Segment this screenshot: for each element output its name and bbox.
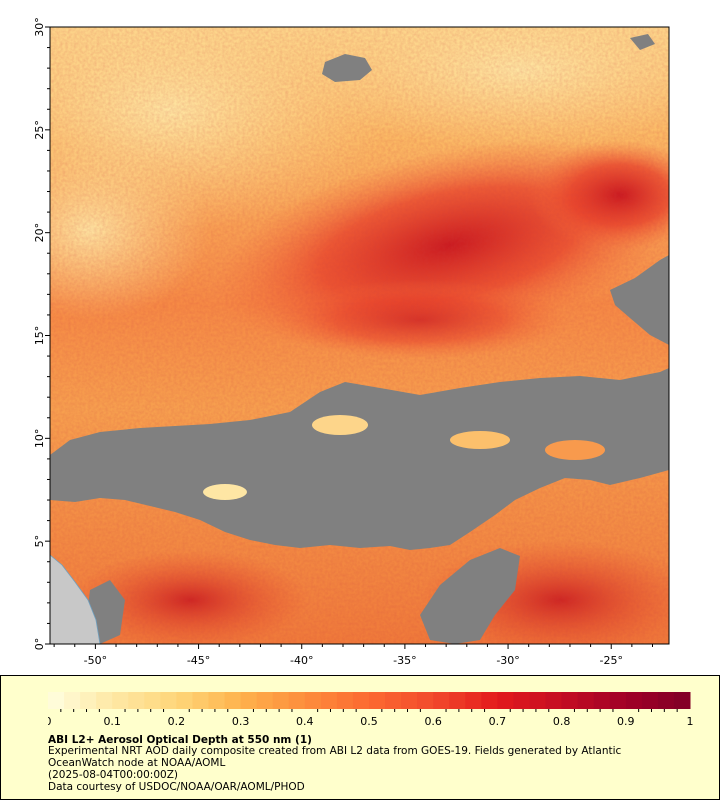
cloud-no-data-band: [50, 368, 669, 550]
colorbar-tick-label: 0.4: [296, 715, 314, 728]
caption-description-cont: OceanWatch node at NOAA/AOML: [48, 757, 226, 769]
colorbar-cell: [336, 692, 354, 709]
colorbar-cell: [80, 692, 97, 709]
colorbar-cell: [288, 692, 306, 709]
map-title: ABI L2+ Aerosol Optical Depth at 550 nm …: [48, 734, 312, 746]
colorbar-tick-label: 0.1: [103, 715, 121, 728]
colorbar-cell: [256, 692, 274, 709]
colorbar-cells: [48, 692, 691, 709]
caption-description: Experimental NRT AOD daily composite cre…: [48, 745, 622, 757]
lat-tick-label: 0°: [33, 638, 46, 651]
aod-colorbar: 0 0.1 0.2 0.3 0.4 0.5 0.6 0.7 0.8 0.9 1: [48, 692, 694, 728]
low-aod-in-cloud-3: [203, 484, 247, 500]
low-aod-in-cloud-2: [450, 431, 510, 449]
colorbar-cell: [529, 692, 547, 709]
colorbar-cell: [513, 692, 530, 709]
colorbar-cell: [224, 692, 242, 709]
colorbar-cell: [192, 692, 209, 709]
coastline: [50, 554, 101, 644]
colorbar-tick-label: 0: [48, 715, 52, 728]
colorbar-tick-label: 0.7: [489, 715, 507, 728]
colorbar-tick-label: 1: [687, 715, 694, 728]
lat-tick-label: 15°: [33, 326, 46, 346]
colorbar-tick-label: 0.8: [553, 715, 571, 728]
lon-tick-label: -50°: [84, 654, 107, 667]
caption-credit: Data courtesy of USDOC/NOAA/OAR/AOML/PHO…: [48, 781, 305, 793]
colorbar-cell: [369, 692, 386, 709]
colorbar-tick-label: 0.2: [168, 715, 186, 728]
caption-date: (2025-08-04T00:00:00Z): [48, 769, 178, 781]
lat-tick-label: 20°: [33, 223, 46, 243]
colorbar-cell: [657, 692, 675, 709]
low-aod-in-cloud-4: [545, 440, 605, 460]
latitude-axis: 0° 5° 10° 15° 20° 25° 30°: [33, 17, 50, 650]
colorbar-cell: [433, 692, 450, 709]
colorbar-cell: [561, 692, 579, 709]
cloud-patch-east: [610, 255, 669, 345]
colorbar-cell: [625, 692, 643, 709]
colorbar-cell: [417, 692, 434, 709]
lat-tick-label: 10°: [33, 429, 46, 449]
colorbar-cell: [320, 692, 338, 709]
colorbar-cell: [160, 692, 177, 709]
colorbar-tick-label: 0.6: [424, 715, 442, 728]
colorbar-cell: [48, 692, 65, 709]
colorbar-tick-label: 0.3: [232, 715, 250, 728]
colorbar-cell: [497, 692, 514, 709]
colorbar-tick-label: 0.9: [617, 715, 635, 728]
aod-map: -50° -45° -40° -35° -30° -25° 0° 5° 10° 15° 20° 25…: [33, 17, 670, 667]
cloud-patch-north: [322, 54, 372, 82]
colorbar-cell: [96, 692, 113, 709]
map-plot: [50, 27, 669, 644]
colorbar-cell: [673, 692, 691, 709]
colorbar-cell: [641, 692, 659, 709]
colorbar-cell: [577, 692, 595, 709]
colorbar-cell: [112, 692, 129, 709]
colorbar-ticks: 0 0.1 0.2 0.3 0.4 0.5 0.6 0.7 0.8 0.9 1: [48, 709, 694, 728]
colorbar-cell: [272, 692, 290, 709]
lon-tick-label: -30°: [496, 654, 519, 667]
land-south-america: [50, 555, 100, 644]
colorbar-cell: [208, 692, 226, 709]
colorbar-cell: [128, 692, 145, 709]
colorbar-cell: [465, 692, 482, 709]
colorbar-cell: [176, 692, 193, 709]
lat-tick-label: 25°: [33, 120, 46, 140]
colorbar-cell: [144, 692, 161, 709]
colorbar-cell: [593, 692, 611, 709]
lon-tick-label: -35°: [393, 654, 416, 667]
low-aod-in-cloud-1: [312, 415, 368, 435]
lon-tick-label: -25°: [599, 654, 622, 667]
lat-tick-label: 30°: [33, 17, 46, 37]
lat-tick-label: 5°: [33, 535, 46, 548]
colorbar-tick-label: 0.5: [360, 715, 378, 728]
lon-tick-label: -40°: [290, 654, 313, 667]
colorbar-cell: [385, 692, 402, 709]
colorbar-cell: [304, 692, 322, 709]
colorbar-cell: [481, 692, 498, 709]
cloud-patch-northeast: [630, 34, 655, 50]
cloud-patch-south: [420, 548, 520, 644]
colorbar-cell: [609, 692, 627, 709]
aod-texture: [50, 27, 669, 644]
colorbar-cell: [449, 692, 466, 709]
colorbar-cell: [401, 692, 418, 709]
longitude-axis: -50° -45° -40° -35° -30° -25°: [53, 644, 653, 667]
legend-panel: 0 0.1 0.2 0.3 0.4 0.5 0.6 0.7 0.8 0.9 1 ABI L2+ Ae…: [0, 675, 720, 800]
colorbar-cell: [352, 692, 370, 709]
colorbar-cell: [545, 692, 563, 709]
lon-tick-label: -45°: [187, 654, 210, 667]
colorbar-cell: [240, 692, 258, 709]
colorbar-cell: [64, 692, 81, 709]
